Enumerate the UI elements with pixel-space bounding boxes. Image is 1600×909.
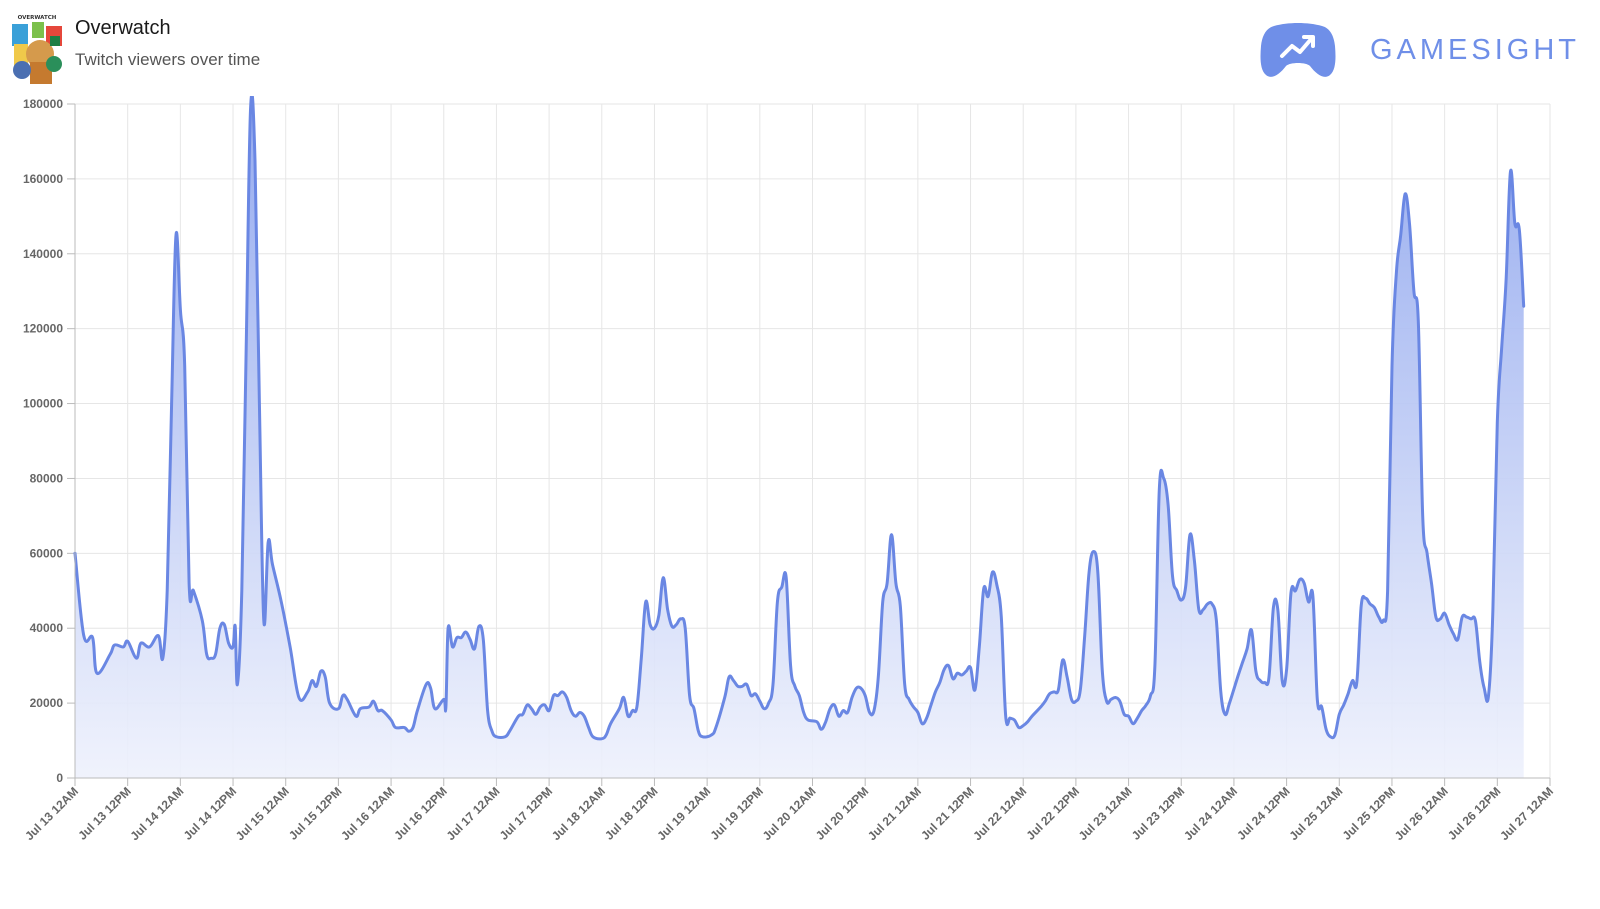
grid	[74, 103, 1551, 779]
x-tick-label: Jul 20 12AM	[760, 784, 819, 843]
x-tick-label: Jul 16 12AM	[338, 784, 397, 843]
y-tick-label: 60000	[30, 546, 64, 560]
x-tick-label: Jul 18 12AM	[549, 784, 608, 843]
x-tick-label: Jul 22 12PM	[1024, 784, 1082, 842]
x-tick-label: Jul 23 12PM	[1129, 784, 1187, 842]
brand-name: GAMESIGHT	[1369, 33, 1580, 66]
game-title: Overwatch	[75, 17, 171, 39]
y-tick-label: 180000	[23, 97, 63, 111]
chart-subtitle: Twitch viewers over time	[75, 50, 261, 69]
x-tick-label: Jul 19 12PM	[707, 784, 765, 842]
y-tick-label: 100000	[23, 397, 63, 411]
viewers-area-chart: 0 20000 40000 60000 80000 100000 120000 140000 1…	[22, 96, 1556, 843]
y-tick-label: 0	[56, 771, 63, 785]
game-icon: OVERWATCH	[10, 14, 64, 84]
x-tick-label: Jul 24 12AM	[1181, 784, 1240, 843]
y-axis: 0 20000 40000 60000 80000 100000 120000 140000 1…	[23, 97, 75, 785]
x-tick-label: Jul 17 12PM	[497, 784, 555, 842]
x-tick-label: Jul 21 12AM	[865, 784, 924, 843]
y-tick-label: 40000	[30, 621, 64, 635]
x-tick-label: Jul 15 12PM	[286, 784, 344, 842]
y-tick-label: 20000	[30, 696, 64, 710]
viewers-line	[73, 96, 1526, 741]
header: OVERWATCH Overwatch Twitch viewers over …	[0, 0, 1600, 100]
x-tick-label: Jul 18 12PM	[602, 784, 660, 842]
x-tick-label: Jul 22 12AM	[970, 784, 1029, 843]
x-tick-label: Jul 26 12AM	[1392, 784, 1451, 843]
viewers-area	[75, 96, 1524, 778]
x-tick-label: Jul 14 12PM	[181, 784, 239, 842]
x-tick-label: Jul 17 12AM	[444, 784, 503, 843]
y-tick-label: 80000	[30, 471, 64, 485]
x-tick-label: Jul 21 12PM	[918, 784, 976, 842]
x-tick-label: Jul 25 12PM	[1340, 784, 1398, 842]
x-tick-label: Jul 14 12AM	[128, 784, 187, 843]
game-icon-label: OVERWATCH	[18, 15, 57, 21]
y-tick-label: 140000	[23, 247, 63, 261]
y-tick-label: 160000	[23, 172, 63, 186]
x-tick-label: Jul 15 12AM	[233, 784, 292, 843]
x-tick-label: Jul 26 12PM	[1445, 784, 1503, 842]
brand: GAMESIGHT	[1260, 22, 1580, 78]
x-tick-label: Jul 16 12PM	[391, 784, 449, 842]
x-tick-label: Jul 13 12AM	[22, 784, 81, 843]
x-tick-label: Jul 24 12PM	[1234, 784, 1292, 842]
gamepad-trend-icon	[1260, 23, 1336, 77]
x-tick-label: Jul 19 12AM	[654, 784, 713, 843]
y-tick-label: 120000	[23, 322, 63, 336]
x-tick-label: Jul 20 12PM	[813, 784, 871, 842]
x-tick-label: Jul 23 12AM	[1076, 784, 1135, 843]
x-tick-label: Jul 13 12PM	[75, 784, 133, 842]
x-tick-label: Jul 25 12AM	[1286, 784, 1345, 843]
x-tick-label: Jul 27 12AM	[1497, 784, 1556, 843]
